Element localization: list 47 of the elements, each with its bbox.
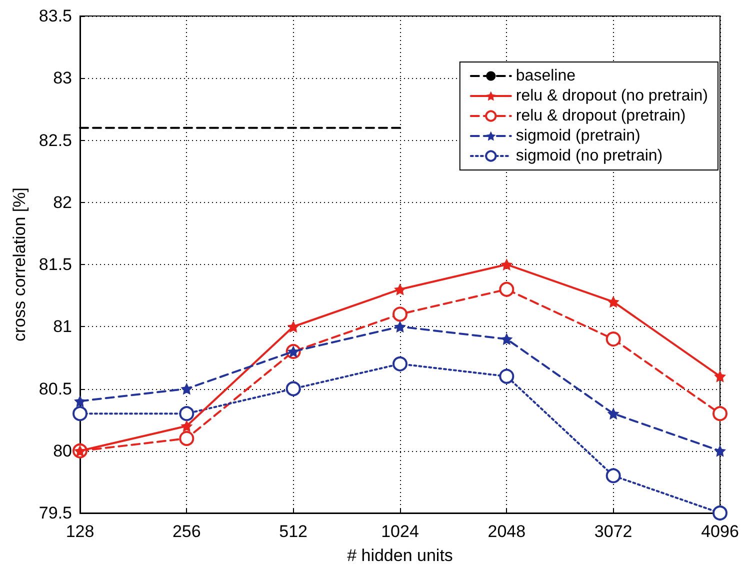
point [607,408,620,420]
point [180,420,193,432]
x-tick-label: 1024 [381,522,419,541]
point [74,395,86,408]
point [712,406,728,422]
y-tick-label: 83 [53,68,72,88]
point [394,320,406,333]
point [392,356,408,372]
point [712,506,728,520]
legend-label: sigmoid (pretrain) [516,128,640,144]
y-axis-title: cross correlation [%] [10,188,29,342]
x-tick-label: 2048 [488,522,526,541]
x-tick-label: 512 [279,522,308,541]
point [287,320,300,333]
point [180,382,193,395]
legend-label: sigmoid (no pretrain) [516,148,663,164]
x-tick-label: 3072 [594,522,632,541]
point [714,370,726,382]
y-tick-label: 80 [53,441,72,460]
legend-label: relu & dropout (pretrain) [516,108,686,124]
x-axis-title: # hidden units [347,546,453,565]
point [607,296,620,308]
point [179,430,194,446]
point [179,406,194,422]
x-tick-label: 256 [172,522,201,541]
point [394,283,406,296]
y-tick-label: 81.5 [38,255,72,274]
y-tick-label: 82.5 [38,130,72,150]
point [500,333,513,346]
legend-label: baseline [516,68,576,84]
point [606,332,621,347]
point [499,282,514,297]
point [392,306,408,322]
y-tick-label: 80.5 [38,379,72,398]
legend-label: relu & dropout (no pretrain) [516,88,708,104]
y-tick-label: 83.5 [38,6,72,26]
point [286,381,301,396]
point [606,468,621,484]
point [499,368,514,384]
point [72,406,88,422]
x-tick-label: 4096 [701,522,739,541]
point [714,444,726,457]
y-tick-label: 81 [53,317,72,336]
point [500,258,513,270]
x-tick-label: 128 [66,522,94,541]
y-tick-label: 79.5 [38,504,72,522]
y-tick-label: 82 [53,192,72,212]
